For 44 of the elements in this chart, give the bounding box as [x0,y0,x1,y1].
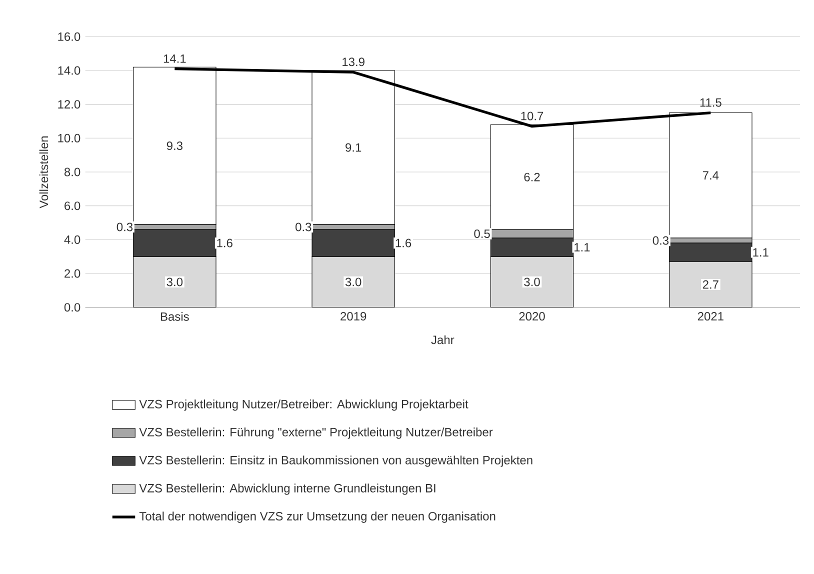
bar [312,256,395,308]
x-tick-label: Basis [160,312,189,321]
data-label: 7.4 [702,171,719,180]
data-label: 3.0 [345,278,362,286]
y-tick-label: 10.0 [58,134,80,142]
legend-label: VZS Bestellerin: Abwicklung interne Grundleistungen BI [139,484,436,495]
data-label: 6.2 [524,172,540,182]
y-axis-title: Vollzeitstellen [39,136,48,208]
y-tick-label: 6.0 [64,202,80,210]
data-label: 9.1 [346,143,362,152]
bar [490,256,574,308]
y-tick-label: 2.0 [64,269,80,278]
data-label: 0.3 [296,222,312,232]
data-label: 11.5 [700,98,722,107]
y-tick-label: 8.0 [64,168,80,176]
data-label: 10.7 [521,112,544,120]
data-label: 0.5 [474,229,490,238]
y-tick-label: 4.0 [64,235,80,244]
data-label: 0.3 [652,236,669,245]
data-label: 0.3 [116,222,133,232]
y-tick-label: 16.0 [58,32,80,41]
data-label: 13.9 [342,58,364,66]
bar [669,261,752,308]
x-tick-label: 2021 [698,312,724,321]
y-tick-label: 14.0 [58,66,80,75]
data-label: 2.7 [702,280,718,289]
data-label: 9.3 [166,142,182,150]
x-tick-label: 2020 [519,312,545,321]
bar [133,256,216,308]
data-label: 1.1 [574,243,590,252]
data-label: 1.1 [753,248,768,256]
legend-label: VZS Projektleitung Nutzer/Betreiber: Abwicklung Projektarbeit [139,400,468,411]
data-label: 1.6 [396,238,412,248]
data-label: 14.1 [164,54,186,63]
legend-label: Total der notwendigen VZS zur Umsetzung der neuen Organisation [139,512,496,523]
legend-label: VZS Bestellerin: Führung "externe" Projektleitung Nutzer/Betreiber [139,428,493,439]
x-tick-label: 2019 [340,312,366,321]
data-label: 3.0 [524,278,540,286]
x-axis-title: Jahr [431,335,454,344]
data-label: 1.6 [217,238,232,248]
y-tick-label: 12.0 [58,100,80,109]
data-label: 3.0 [166,278,183,286]
legend-label: VZS Bestellerin: Einsitz in Baukommissionen von ausgewählten Projekten [139,456,532,467]
y-tick-label: 0.0 [64,303,80,312]
